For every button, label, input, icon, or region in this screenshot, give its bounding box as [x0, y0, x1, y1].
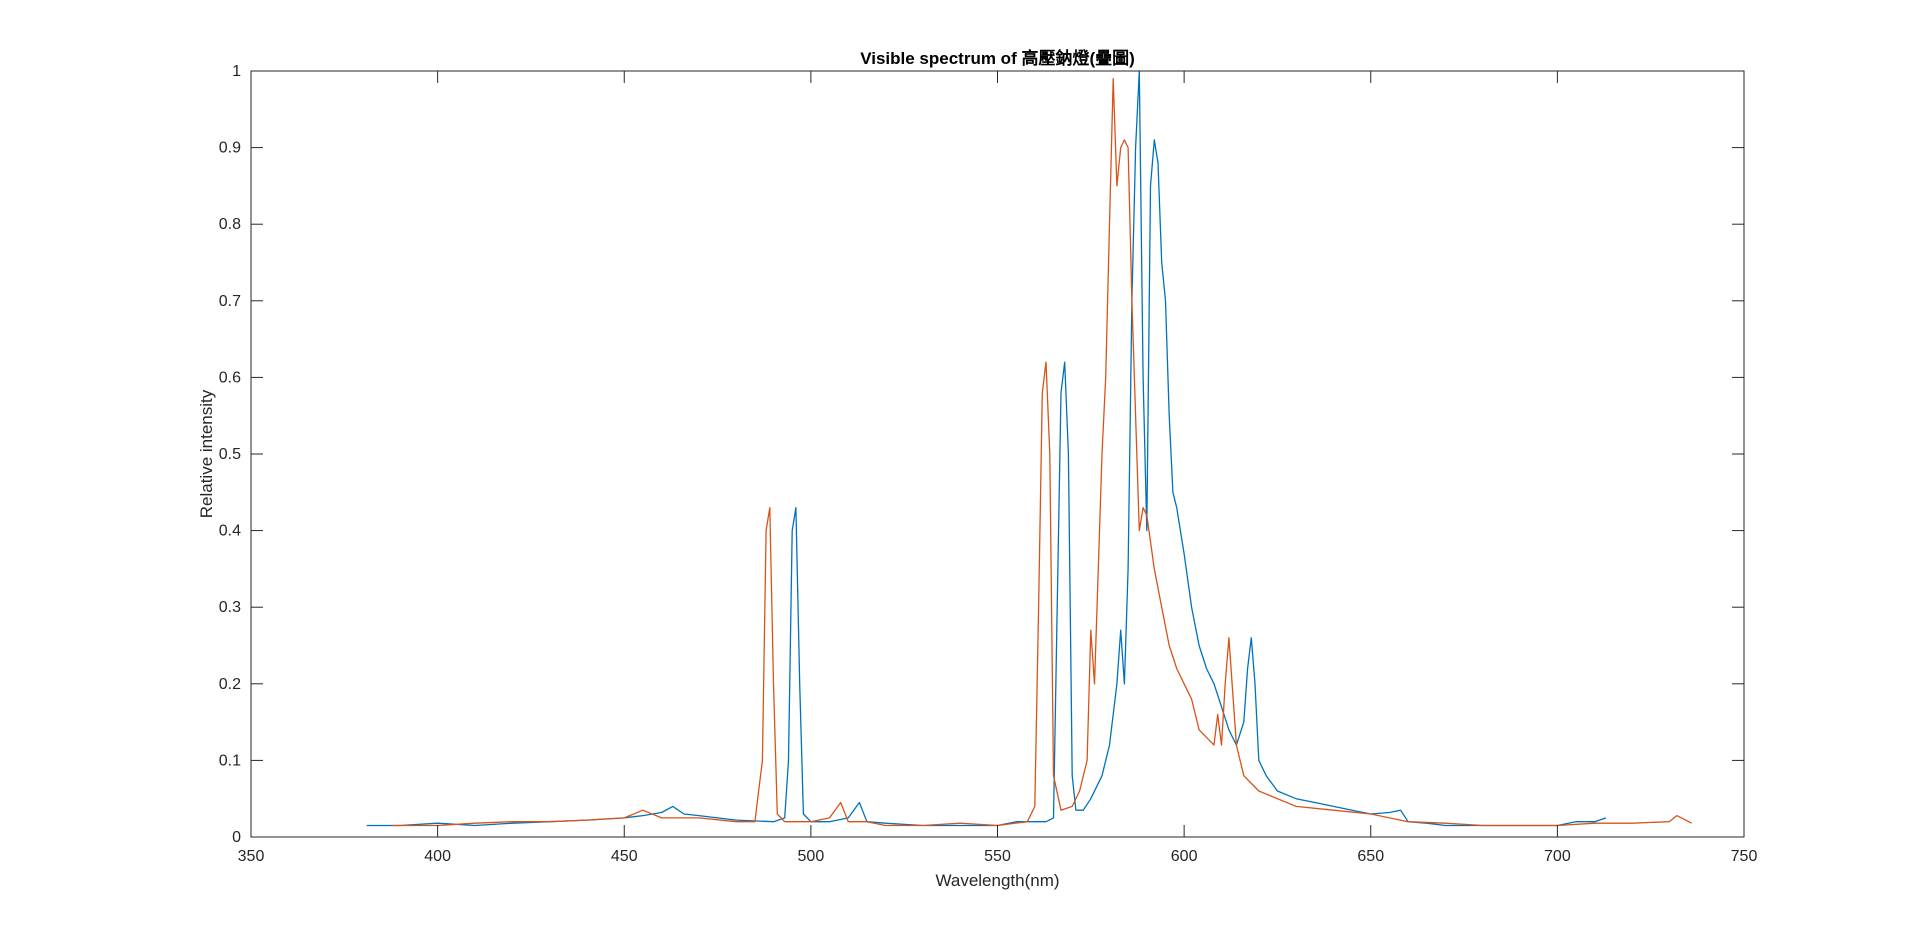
y-tick-label: 0.1 — [219, 752, 241, 769]
x-tick-label: 700 — [1544, 848, 1571, 865]
y-tick-label: 0.5 — [219, 446, 241, 463]
x-tick-label: 400 — [424, 848, 451, 865]
x-tick-label: 550 — [984, 848, 1011, 865]
x-tick-labels: 350 400 450 500 550 600 650 700 750 — [238, 848, 1758, 865]
y-axis-label: Relative intensity — [197, 389, 216, 518]
y-tick-label: 0.8 — [219, 216, 241, 233]
y-tick-label: 0.6 — [219, 369, 241, 386]
y-tick-label: 1 — [232, 63, 241, 80]
plot-area-box — [250, 70, 1745, 838]
y-tick-label: 0.9 — [219, 140, 241, 157]
x-tick-label: 750 — [1731, 848, 1758, 865]
x-tick-label: 600 — [1171, 848, 1198, 865]
tick-marks — [250, 70, 1745, 838]
chart-title: Visible spectrum of 高壓鈉燈(疊圖) — [860, 48, 1135, 68]
x-tick-label: 650 — [1357, 848, 1384, 865]
y-tick-label: 0.2 — [219, 676, 241, 693]
y-tick-label: 0.7 — [219, 293, 241, 310]
y-tick-label: 0 — [232, 829, 241, 846]
x-axis-label: Wavelength(nm) — [935, 871, 1059, 890]
y-tick-labels: 0 0.1 0.2 0.3 0.4 0.5 0.6 0.7 0.8 0.9 1 — [219, 63, 241, 846]
y-tick-label: 0.3 — [219, 599, 241, 616]
x-tick-label: 500 — [798, 848, 825, 865]
x-tick-label: 350 — [238, 848, 265, 865]
x-tick-label: 450 — [611, 848, 638, 865]
series-line-2 — [392, 78, 1692, 827]
y-tick-label: 0.4 — [219, 523, 241, 540]
series-layer — [366, 70, 1692, 827]
series-line-1 — [366, 70, 1607, 827]
